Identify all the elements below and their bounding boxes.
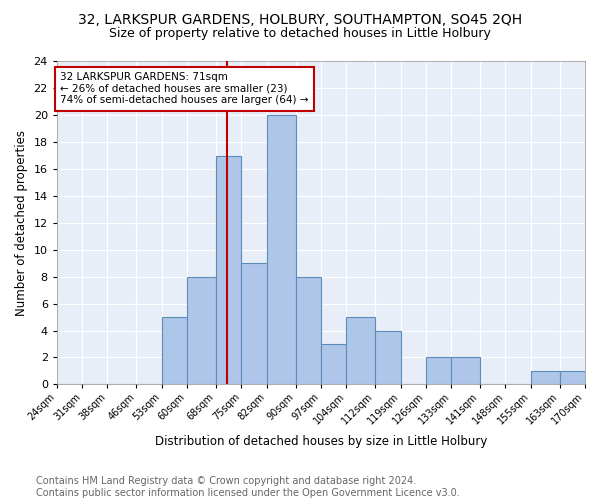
Bar [216,156,241,384]
Bar [451,358,480,384]
Bar [296,276,321,384]
Bar [321,344,346,385]
Text: 32, LARKSPUR GARDENS, HOLBURY, SOUTHAMPTON, SO45 2QH: 32, LARKSPUR GARDENS, HOLBURY, SOUTHAMPT… [78,12,522,26]
Text: 32 LARKSPUR GARDENS: 71sqm
← 26% of detached houses are smaller (23)
74% of semi: 32 LARKSPUR GARDENS: 71sqm ← 26% of deta… [61,72,309,106]
Bar [162,317,187,384]
Bar [187,276,216,384]
Bar [375,330,401,384]
Bar [346,317,375,384]
Bar [426,358,451,384]
Bar [241,264,266,384]
Text: Size of property relative to detached houses in Little Holbury: Size of property relative to detached ho… [109,28,491,40]
X-axis label: Distribution of detached houses by size in Little Holbury: Distribution of detached houses by size … [155,434,487,448]
Bar [266,116,296,384]
Bar [560,371,585,384]
Bar [531,371,560,384]
Y-axis label: Number of detached properties: Number of detached properties [15,130,28,316]
Text: Contains HM Land Registry data © Crown copyright and database right 2024.
Contai: Contains HM Land Registry data © Crown c… [36,476,460,498]
